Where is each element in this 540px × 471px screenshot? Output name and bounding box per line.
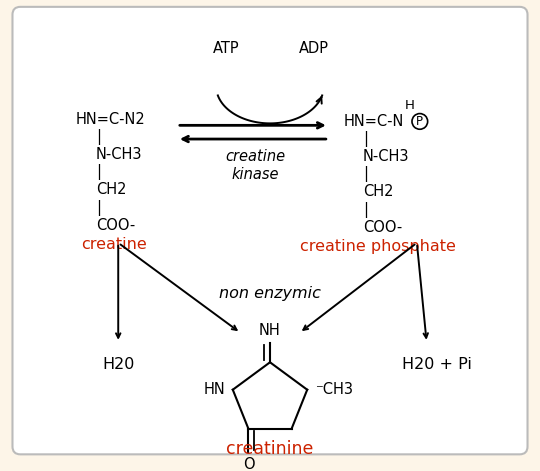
Text: non enzymic: non enzymic: [219, 286, 321, 301]
Text: creatine phosphate: creatine phosphate: [300, 239, 456, 254]
FancyBboxPatch shape: [12, 7, 528, 455]
Text: creatine: creatine: [81, 237, 147, 252]
Text: ADP: ADP: [299, 41, 329, 57]
Text: COO-: COO-: [363, 219, 402, 235]
Text: O: O: [242, 456, 254, 471]
Text: H20: H20: [102, 357, 134, 372]
Text: P: P: [416, 115, 423, 128]
Text: |: |: [363, 202, 368, 218]
Text: CH2: CH2: [96, 182, 126, 197]
Text: |: |: [96, 129, 100, 145]
Text: N-CH3: N-CH3: [363, 149, 409, 164]
Text: N-CH3: N-CH3: [96, 147, 142, 162]
Text: |: |: [363, 166, 368, 182]
Text: creatinine: creatinine: [226, 440, 314, 458]
Text: |: |: [96, 164, 100, 180]
Text: |: |: [363, 131, 368, 147]
Text: HN=C-N2: HN=C-N2: [76, 112, 146, 127]
Text: ATP: ATP: [213, 41, 239, 57]
Text: H20 + Pi: H20 + Pi: [402, 357, 471, 372]
Text: HN=C-N: HN=C-N: [343, 114, 404, 129]
Text: kinase: kinase: [232, 167, 279, 182]
Text: HN: HN: [203, 382, 225, 397]
Text: creatine: creatine: [225, 149, 285, 164]
Text: CH2: CH2: [363, 185, 394, 199]
Text: H: H: [405, 99, 415, 112]
Text: COO-: COO-: [96, 218, 135, 233]
Text: ⁻CH3: ⁻CH3: [315, 382, 353, 397]
Text: |: |: [96, 200, 100, 216]
Text: NH: NH: [259, 324, 281, 339]
